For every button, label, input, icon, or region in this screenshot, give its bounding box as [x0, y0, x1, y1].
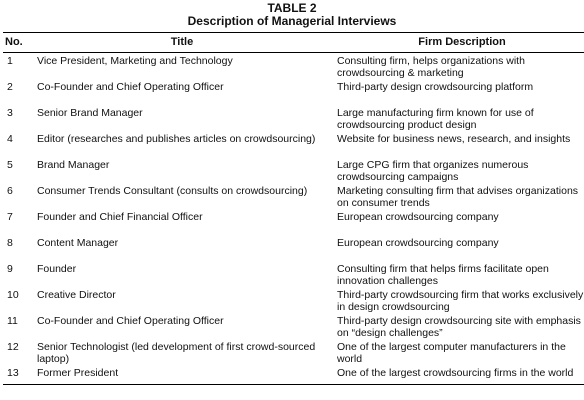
row-no: 2	[7, 81, 13, 93]
row-title: Editor (researches and publishes article…	[37, 133, 316, 145]
table-row: 1 Vice President, Marketing and Technolo…	[3, 53, 584, 80]
row-no: 1	[7, 55, 13, 67]
table-row: 12 Senior Technologist (led development …	[3, 339, 584, 365]
header-title: Title	[25, 32, 329, 53]
row-firm-description: Third-party design crowdsourcing site wi…	[337, 315, 581, 339]
table-body: 1 Vice President, Marketing and Technolo…	[3, 53, 584, 385]
row-no: 10	[7, 289, 19, 301]
row-firm-description: Large manufacturing firm known for use o…	[337, 107, 534, 131]
row-title: Founder	[37, 263, 77, 275]
row-title: Senior Technologist (led development of …	[37, 341, 316, 365]
table-row: 2 Co-Founder and Chief Operating Officer…	[3, 79, 584, 105]
row-firm-description: Third-party crowdsourcing firm that work…	[337, 289, 584, 313]
row-title: Former President	[25, 365, 329, 385]
table-row: 11 Co-Founder and Chief Operating Office…	[3, 313, 584, 339]
row-no: 8	[7, 237, 13, 249]
row-no: 6	[7, 185, 13, 197]
table-row: 4 Editor (researches and publishes artic…	[3, 131, 584, 157]
row-firm-description: Consulting firm, helps organizations wit…	[337, 55, 525, 79]
row-title: Senior Brand Manager	[37, 107, 143, 119]
row-firm-description: Large CPG firm that organizes numerous c…	[337, 159, 529, 183]
row-no: 3	[7, 107, 13, 119]
table-row: 13 Former President One of the largest c…	[3, 365, 584, 385]
table-title: Description of Managerial Interviews	[187, 14, 397, 28]
row-firm-description: European crowdsourcing company	[337, 211, 499, 223]
row-firm-description: Website for business news, research, and…	[337, 133, 571, 145]
table-row: 8 Content Manager European crowdsourcing…	[3, 235, 584, 261]
row-firm-description: Marketing consulting firm that advises o…	[337, 185, 579, 209]
row-no: 7	[7, 211, 13, 223]
table-header: No. Title Firm Description	[3, 32, 584, 53]
row-title: Vice President, Marketing and Technology	[37, 55, 233, 67]
row-firm-description: One of the largest crowdsourcing firms i…	[329, 365, 584, 385]
header-firm-description: Firm Description	[329, 32, 584, 53]
row-firm-description: Consulting firm that helps firms facilit…	[337, 263, 549, 287]
interviews-table: No. Title Firm Description 1 Vice Presid…	[3, 32, 584, 385]
row-title: Brand Manager	[37, 159, 110, 171]
row-no: 13	[3, 365, 25, 385]
table-row: 6 Consumer Trends Consultant (consults o…	[3, 183, 584, 209]
row-title: Co-Founder and Chief Operating Officer	[37, 81, 224, 93]
row-no: 4	[7, 133, 13, 145]
table-row: 3 Senior Brand Manager Large manufacturi…	[3, 105, 584, 131]
row-title: Content Manager	[37, 237, 119, 249]
header-no: No.	[3, 32, 25, 53]
row-title: Co-Founder and Chief Operating Officer	[37, 315, 224, 327]
table-row: 10 Creative Director Third-party crowdso…	[3, 287, 584, 313]
row-firm-description: Third-party design crowdsourcing platfor…	[337, 81, 534, 93]
row-title: Creative Director	[37, 289, 116, 301]
table-row: 7 Founder and Chief Financial Officer Eu…	[3, 209, 584, 235]
row-title: Consumer Trends Consultant (consults on …	[37, 185, 308, 197]
row-no: 9	[7, 263, 13, 275]
row-no: 11	[7, 315, 18, 327]
row-no: 5	[7, 159, 13, 171]
row-no: 12	[7, 341, 19, 353]
table-label: TABLE 2	[267, 1, 317, 15]
row-firm-description: One of the largest computer manufacturer…	[337, 341, 566, 365]
header-row: No. Title Firm Description	[3, 32, 584, 53]
table-row: 5 Brand Manager Large CPG firm that orga…	[3, 157, 584, 183]
table-row: 9 Founder Consulting firm that helps fir…	[3, 261, 584, 287]
row-firm-description: European crowdsourcing company	[337, 237, 499, 249]
row-title: Founder and Chief Financial Officer	[37, 211, 203, 223]
